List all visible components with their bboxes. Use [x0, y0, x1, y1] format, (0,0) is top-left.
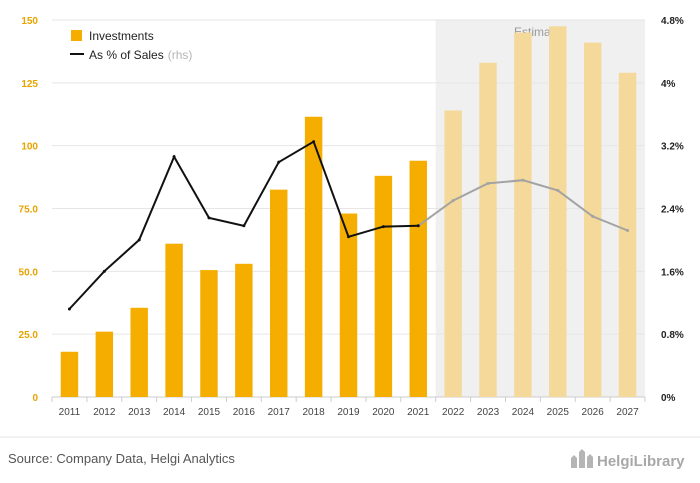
bar-investments-2013 [130, 307, 148, 397]
x-tick-label-2024: 2024 [512, 407, 535, 418]
y-left-tick-label: 0 [32, 393, 38, 404]
y-left-tick-label: 75.0 [19, 205, 39, 216]
y-right-tick-label: 3.2% [661, 142, 684, 153]
bar-investments-2012 [95, 331, 114, 397]
y-right-tick-label: 1.6% [661, 267, 684, 278]
y-left-tick-label: 100 [21, 142, 38, 153]
brand-name: HelgiLibrary [597, 453, 685, 470]
x-tick-label-2026: 2026 [582, 407, 605, 418]
x-axis: 2011 2012 2013 2014 2015 2016 2017 2018 2019 2020… [51, 397, 646, 418]
point-pct-sales-2024 [521, 178, 525, 182]
x-tick-label-2017: 2017 [268, 407, 291, 418]
bar-investments-2023 [479, 62, 497, 398]
point-pct-sales-2017 [277, 160, 281, 164]
bar-investments-2021 [409, 160, 427, 397]
bar-investments-2020 [374, 175, 393, 397]
legend-pct-label: As % of Sales (rhs) [89, 48, 192, 62]
y-right-tick-label: 0.8% [661, 330, 684, 341]
bar-investments-2025 [549, 26, 567, 398]
bar-investments-2018 [304, 116, 323, 397]
x-tick-label-2018: 2018 [302, 407, 325, 418]
y-right-tick-label: 2.4% [661, 205, 684, 216]
legend-pct-name: As % of Sales [89, 48, 164, 62]
x-tick-label-2011: 2011 [59, 407, 81, 418]
bar-investments-2017 [270, 189, 288, 397]
bar-investments-2014 [165, 243, 183, 397]
point-pct-sales-2015 [207, 216, 211, 220]
bar-investments-2016 [235, 263, 253, 397]
point-pct-sales-2016 [242, 224, 246, 228]
bar-investments-2019 [339, 213, 358, 397]
point-pct-sales-2026 [591, 214, 595, 218]
y-left-tick-label: 150 [21, 16, 38, 27]
x-tick-label-2025: 2025 [547, 407, 570, 418]
legend: Investments As % of Sales (rhs) [70, 29, 192, 62]
legend-investments-swatch [71, 30, 82, 41]
y-right-tick-label: 4% [661, 79, 676, 90]
line-series [67, 140, 630, 311]
x-tick-label-2016: 2016 [233, 407, 256, 418]
library-icon [571, 449, 593, 468]
point-pct-sales-2027 [626, 228, 630, 232]
bar-investments-2015 [200, 270, 218, 397]
point-pct-sales-2020 [381, 225, 385, 229]
x-tick-label-2021: 2021 [407, 407, 430, 418]
legend-pct-suffix: (rhs) [168, 48, 193, 62]
bar-investments-2027 [618, 72, 637, 397]
left-axis: 0 25.0 50.0 75.0 100 125 150 [19, 16, 39, 404]
x-tick-label-2027: 2027 [616, 407, 639, 418]
x-tick-label-2013: 2013 [128, 407, 151, 418]
source-note: Source: Company Data, Helgi Analytics [8, 451, 235, 466]
x-tick-label-2023: 2023 [477, 407, 500, 418]
x-tick-label-2014: 2014 [163, 407, 186, 418]
point-pct-sales-2019 [347, 235, 350, 239]
point-pct-sales-2022 [451, 199, 455, 203]
point-pct-sales-2011 [67, 307, 71, 311]
point-pct-sales-2013 [137, 238, 141, 242]
point-pct-sales-2025 [556, 188, 560, 192]
bar-investments-2024 [514, 32, 532, 398]
x-tick-label-2019: 2019 [337, 407, 360, 418]
point-pct-sales-2023 [486, 181, 490, 185]
bar-investments-2026 [583, 42, 602, 398]
x-tick-label-2012: 2012 [93, 407, 116, 418]
y-left-tick-label: 25.0 [19, 330, 39, 341]
right-axis: 0% 0.8% 1.6% 2.4% 3.2% 4% 4.8% [661, 16, 684, 404]
y-left-tick-label: 50.0 [19, 267, 39, 278]
point-pct-sales-2014 [172, 155, 176, 159]
bar-investments-2011 [60, 351, 79, 397]
point-pct-sales-2012 [102, 269, 106, 273]
point-pct-sales-2021 [416, 224, 420, 228]
bars [60, 26, 637, 398]
x-tick-label-2015: 2015 [198, 407, 221, 418]
bar-investments-2022 [444, 110, 462, 397]
brand-logo: HelgiLibrary [571, 449, 685, 470]
x-tick-label-2022: 2022 [442, 407, 465, 418]
y-left-tick-label: 125 [21, 79, 38, 90]
y-right-tick-label: 4.8% [661, 16, 684, 27]
x-tick-label-2020: 2020 [372, 407, 395, 418]
legend-investments-label: Investments [89, 29, 154, 43]
point-pct-sales-2018 [312, 140, 316, 144]
y-right-tick-label: 0% [661, 393, 676, 404]
